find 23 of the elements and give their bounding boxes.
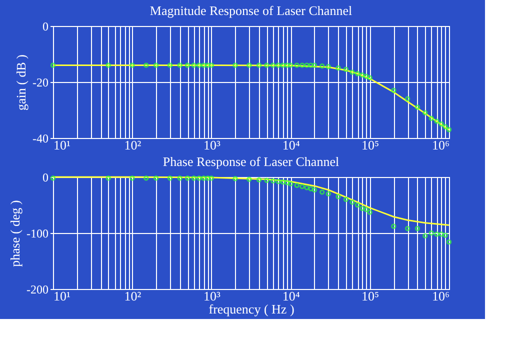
x-tick-label: 10⁴ [282,138,300,152]
y-tick-label: -100 [26,226,48,240]
chart-title: Magnitude Response of Laser Channel [150,3,352,18]
x-tick-label: 10⁵ [362,138,380,152]
x-tick-label: 10⁶ [432,288,450,304]
x-tick-label: 10² [124,288,142,304]
y-tick-label: -20 [32,76,48,90]
chart-title: Phase Response of Laser Channel [162,154,340,169]
y-axis-title: gain ( dB ) [14,54,29,110]
y-tick-label: -200 [26,282,48,296]
x-tick-label: 10³ [203,138,220,152]
x-axis-title: frequency ( Hz ) [208,302,294,316]
x-tick-label: 10³ [203,288,220,304]
x-tick-label: 10⁴ [282,288,300,304]
y-tick-label: 0 [42,170,48,184]
x-tick-label: 10² [124,138,142,152]
x-tick-label: 10¹ [54,138,70,152]
y-axis-title: phase ( deg ) [8,200,23,267]
x-tick-label: 10¹ [54,288,70,304]
y-tick-label: 0 [42,20,48,34]
y-tick-label: -40 [32,132,48,146]
x-tick-label: 10⁵ [362,288,380,304]
x-tick-label: 10⁶ [432,138,450,152]
